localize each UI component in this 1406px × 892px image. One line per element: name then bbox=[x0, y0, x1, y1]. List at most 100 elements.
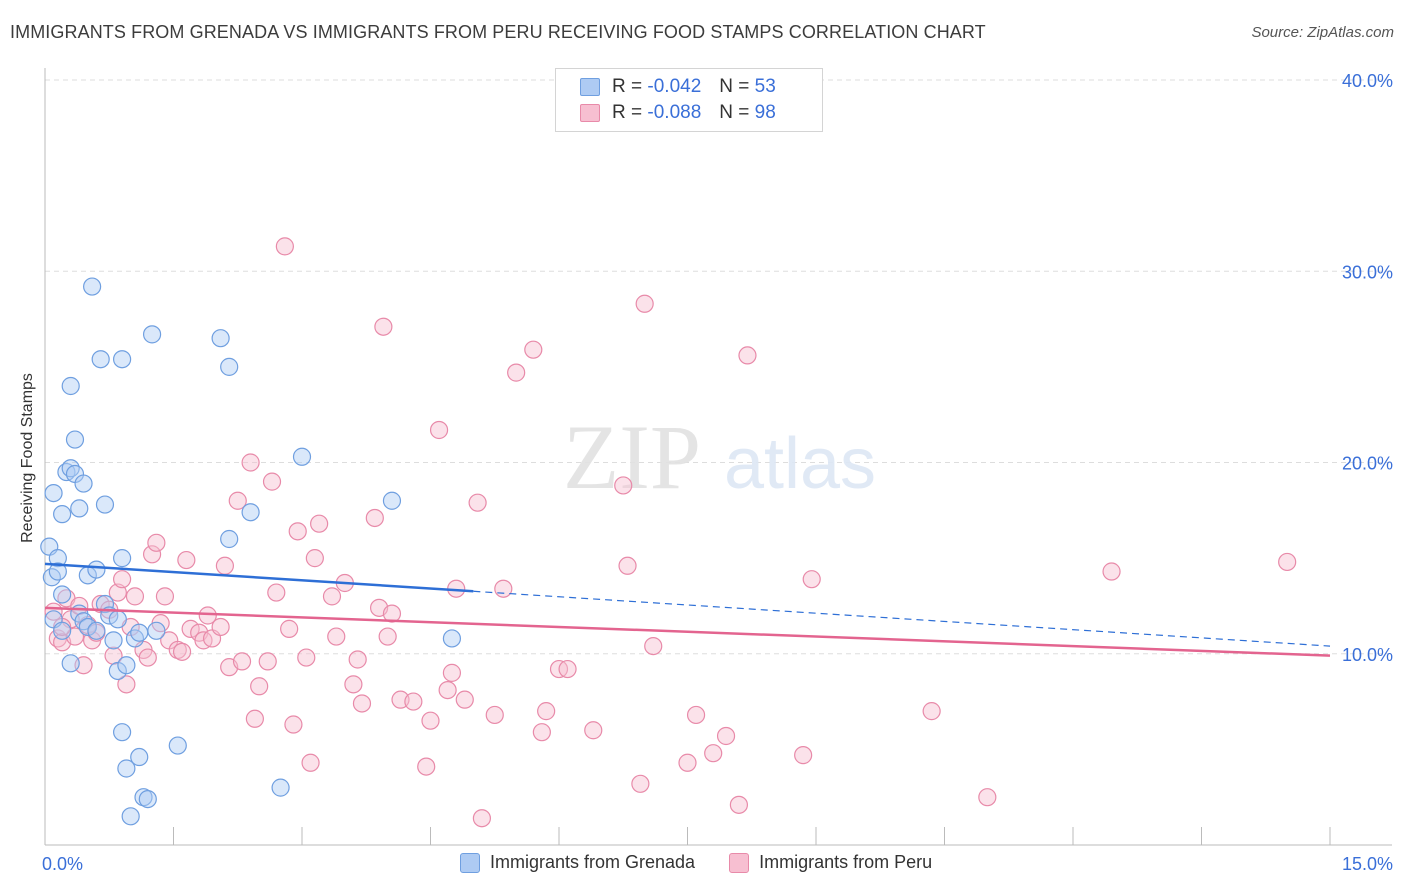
data-point-peru bbox=[288, 522, 307, 541]
data-point-peru bbox=[614, 476, 633, 495]
data-point-peru bbox=[532, 723, 551, 742]
tick-labels: 10.0% 20.0% 30.0% 40.0% 0.0% 15.0% bbox=[42, 71, 1393, 874]
data-point-grenada bbox=[130, 747, 149, 767]
x-tick-label: 0.0% bbox=[42, 854, 83, 874]
data-point-grenada bbox=[138, 789, 157, 809]
legend-r-label: R = bbox=[612, 76, 643, 97]
series-legend: Immigrants from Grenada Immigrants from … bbox=[460, 852, 966, 873]
y-tick-label: 20.0% bbox=[1342, 454, 1393, 474]
data-point-peru bbox=[112, 570, 132, 589]
data-point-peru bbox=[417, 757, 436, 776]
data-point-peru bbox=[138, 648, 157, 667]
data-point-peru bbox=[472, 809, 491, 828]
data-point-peru bbox=[155, 587, 175, 606]
y-tick-label: 40.0% bbox=[1342, 71, 1393, 91]
x-tick-label: 15.0% bbox=[1342, 854, 1393, 874]
data-point-peru bbox=[794, 746, 813, 765]
data-point-peru bbox=[322, 587, 342, 606]
data-point-grenada bbox=[87, 621, 106, 640]
data-point-grenada bbox=[108, 610, 127, 629]
legend-swatch-peru bbox=[580, 104, 600, 122]
chart-title: IMMIGRANTS FROM GRENADA VS IMMIGRANTS FR… bbox=[10, 22, 986, 42]
data-point-peru bbox=[250, 677, 269, 696]
data-point-grenada bbox=[61, 654, 80, 673]
data-point-peru bbox=[344, 675, 363, 694]
data-point-peru bbox=[631, 774, 650, 793]
legend-r-value: -0.088 bbox=[647, 102, 702, 123]
data-point-peru bbox=[142, 545, 162, 564]
gridlines bbox=[45, 79, 1390, 655]
data-point-peru bbox=[442, 663, 462, 682]
data-point-peru bbox=[327, 627, 346, 646]
data-point-grenada bbox=[292, 447, 312, 466]
data-point-peru bbox=[374, 317, 393, 336]
data-point-peru bbox=[301, 753, 320, 772]
data-point-grenada bbox=[121, 807, 140, 826]
data-point-grenada bbox=[53, 505, 72, 524]
data-point-peru bbox=[228, 491, 247, 510]
legend-r-label: R = bbox=[612, 102, 643, 123]
data-point-grenada bbox=[53, 621, 72, 640]
data-point-grenada bbox=[87, 560, 106, 579]
y-tick-label: 30.0% bbox=[1342, 262, 1393, 282]
data-point-peru bbox=[455, 690, 474, 709]
legend-swatch-grenada bbox=[580, 78, 600, 96]
data-point-grenada bbox=[95, 495, 115, 514]
data-point-peru bbox=[382, 604, 402, 623]
series-legend-peru[interactable]: Immigrants from Peru bbox=[729, 852, 932, 873]
data-point-peru bbox=[558, 659, 577, 679]
data-point-grenada bbox=[65, 430, 85, 449]
axes bbox=[44, 68, 1392, 846]
data-point-peru bbox=[280, 619, 299, 638]
y-tick-label: 10.0% bbox=[1342, 645, 1393, 665]
series-legend-grenada[interactable]: Immigrants from Grenada bbox=[460, 852, 695, 873]
data-point-peru bbox=[232, 652, 252, 671]
data-point-peru bbox=[378, 627, 397, 646]
data-point-grenada bbox=[117, 656, 136, 675]
data-point-grenada bbox=[104, 631, 123, 650]
data-point-grenada bbox=[70, 499, 89, 518]
data-point-grenada bbox=[271, 778, 290, 797]
series-peru-points bbox=[44, 237, 1297, 828]
trend-lines bbox=[44, 562, 1331, 657]
data-point-grenada bbox=[61, 376, 80, 396]
data-point-peru bbox=[211, 617, 230, 637]
data-point-peru bbox=[258, 652, 277, 671]
data-point-peru bbox=[584, 721, 603, 740]
data-point-peru bbox=[978, 788, 997, 807]
data-point-peru bbox=[429, 420, 449, 440]
data-point-grenada bbox=[74, 474, 93, 493]
data-point-grenada bbox=[53, 585, 72, 604]
data-point-grenada bbox=[241, 503, 260, 522]
data-point-peru bbox=[305, 549, 324, 568]
data-point-peru bbox=[738, 346, 757, 365]
data-point-peru bbox=[729, 795, 749, 814]
trend-line-peru-solid bbox=[44, 606, 1331, 657]
data-point-peru bbox=[686, 705, 706, 725]
data-point-peru bbox=[181, 619, 200, 638]
legend-n-value: 53 bbox=[754, 76, 776, 97]
data-point-grenada bbox=[48, 549, 67, 568]
data-point-peru bbox=[352, 694, 372, 713]
data-point-grenada bbox=[117, 759, 136, 778]
data-point-grenada bbox=[48, 562, 67, 581]
data-point-grenada bbox=[78, 617, 97, 637]
data-point-peru bbox=[365, 508, 384, 528]
legend-row-peru: R = -0.088 N = 98 bbox=[580, 101, 776, 125]
data-point-peru bbox=[241, 453, 260, 472]
data-point-peru bbox=[1278, 552, 1297, 572]
trend-line-grenada-dashed bbox=[473, 590, 1331, 647]
data-point-grenada bbox=[220, 357, 239, 376]
data-point-peru bbox=[802, 570, 821, 589]
data-point-peru bbox=[644, 636, 663, 656]
series-legend-swatch-peru bbox=[729, 852, 750, 873]
data-point-peru bbox=[108, 583, 127, 602]
legend-n-label: N = bbox=[719, 76, 750, 97]
data-point-peru bbox=[618, 556, 637, 575]
data-point-grenada bbox=[83, 277, 102, 296]
data-point-peru bbox=[404, 692, 423, 711]
data-point-grenada bbox=[130, 623, 149, 642]
data-point-peru bbox=[284, 715, 303, 734]
series-grenada-points bbox=[40, 277, 462, 826]
